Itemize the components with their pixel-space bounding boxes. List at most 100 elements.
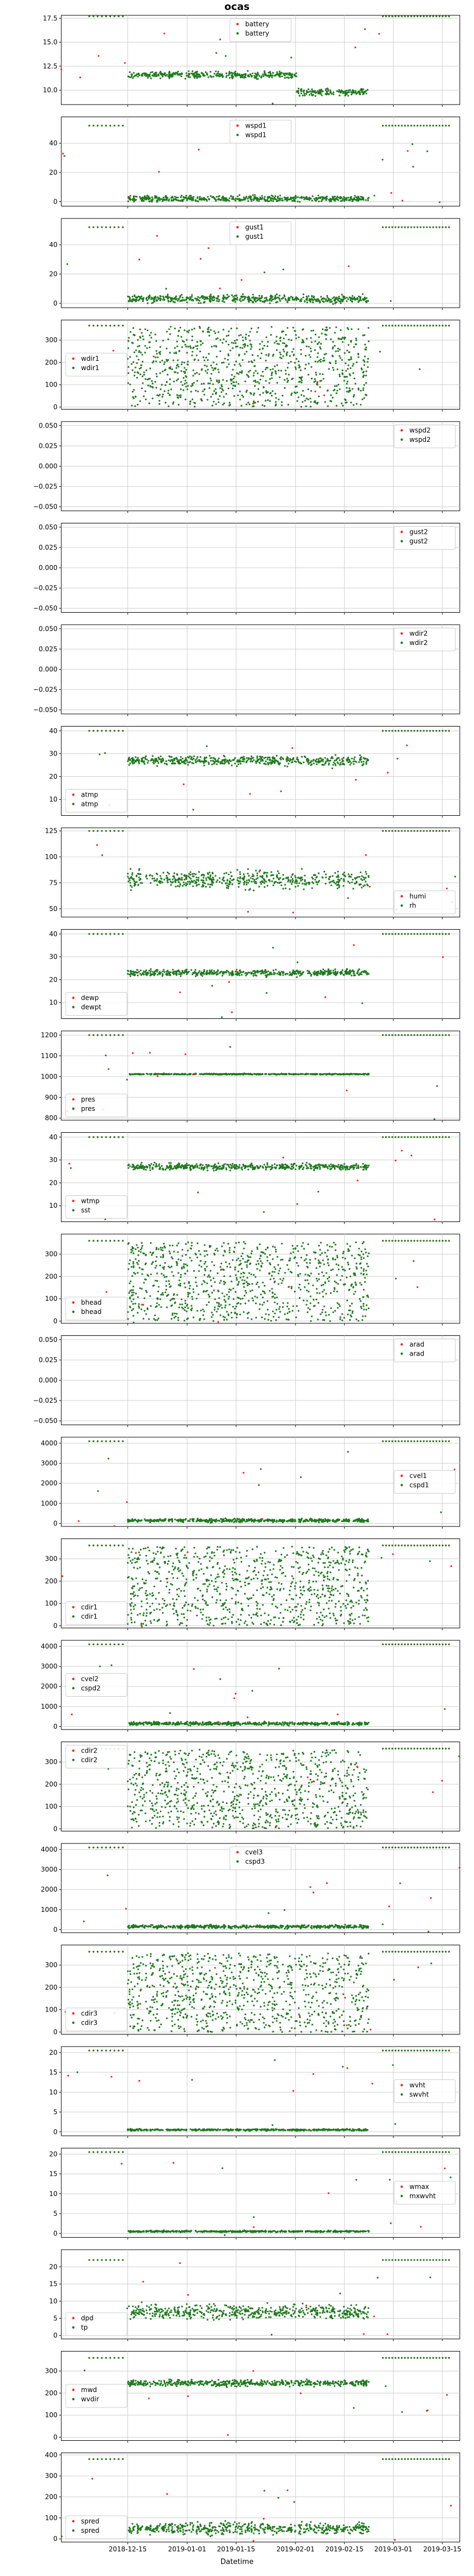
data-point — [407, 226, 409, 228]
data-point — [316, 402, 319, 405]
data-point — [328, 361, 331, 364]
data-point — [161, 973, 164, 976]
data-point — [279, 199, 281, 201]
data-point — [250, 759, 252, 761]
data-point — [193, 327, 195, 330]
data-point — [332, 93, 334, 95]
data-point — [348, 344, 350, 346]
data-point — [271, 76, 273, 78]
data-point — [397, 15, 400, 18]
data-point — [300, 756, 303, 758]
y-tick-label: 0.025 — [39, 645, 57, 653]
data-point — [313, 874, 315, 876]
y-tick-label: 10.0 — [43, 87, 57, 94]
data-point — [226, 74, 228, 77]
data-point — [231, 74, 233, 77]
data-point — [202, 972, 204, 975]
data-point — [240, 756, 242, 759]
data-point — [299, 878, 302, 880]
data-point — [423, 1034, 425, 1036]
data-point — [200, 383, 203, 385]
data-point — [310, 350, 313, 353]
data-point — [281, 197, 283, 200]
data-point — [169, 394, 171, 396]
data-point — [236, 759, 239, 762]
data-point — [138, 345, 141, 347]
data-point — [363, 334, 366, 336]
data-point — [329, 301, 331, 303]
data-point — [290, 296, 292, 298]
data-point — [413, 933, 415, 935]
y-tick-label: 40 — [49, 727, 57, 735]
data-point — [354, 974, 356, 976]
data-point — [183, 883, 186, 886]
data-point — [262, 971, 264, 973]
data-point — [101, 1034, 103, 1036]
data-point — [435, 1034, 437, 1036]
data-point — [334, 302, 336, 304]
data-point — [209, 296, 211, 298]
data-point — [291, 350, 293, 353]
data-point — [279, 194, 281, 197]
data-point — [363, 878, 366, 880]
data-point — [133, 885, 136, 887]
data-point — [257, 78, 259, 80]
data-point — [435, 730, 437, 732]
data-point — [66, 263, 68, 265]
data-point — [286, 327, 289, 329]
data-point — [326, 970, 328, 972]
data-point — [279, 762, 281, 764]
data-point — [358, 968, 360, 970]
data-point — [351, 388, 354, 390]
data-point — [282, 888, 284, 890]
data-point — [325, 338, 327, 340]
data-point — [212, 877, 215, 879]
data-point — [339, 762, 342, 764]
data-point — [148, 297, 150, 299]
data-point — [93, 325, 95, 327]
data-point — [385, 830, 387, 832]
data-point — [347, 95, 349, 97]
data-point — [257, 73, 259, 76]
data-point — [232, 384, 234, 387]
data-point — [257, 355, 259, 357]
data-point — [320, 361, 322, 363]
data-point — [172, 972, 174, 974]
data-point — [181, 73, 183, 76]
data-point — [347, 298, 349, 300]
data-point — [285, 333, 287, 336]
data-point — [152, 755, 154, 757]
data-point — [413, 730, 415, 732]
data-point — [239, 877, 241, 879]
data-point — [294, 200, 296, 203]
data-point — [207, 877, 210, 879]
data-point — [356, 972, 358, 975]
data-point — [154, 195, 156, 197]
data-point — [259, 343, 261, 345]
data-point — [105, 124, 107, 127]
data-point — [140, 969, 142, 972]
data-point — [401, 199, 403, 201]
data-point — [255, 762, 257, 764]
data-point — [216, 380, 218, 383]
data-point — [263, 886, 266, 888]
data-point — [221, 384, 223, 386]
data-point — [394, 226, 397, 228]
data-point — [206, 331, 209, 333]
data-point — [143, 371, 145, 373]
data-point — [193, 873, 195, 875]
y-tick-label: 12.5 — [43, 62, 57, 70]
data-point — [331, 93, 333, 95]
data-point — [279, 339, 281, 342]
data-point — [327, 299, 330, 301]
data-point — [248, 880, 251, 882]
data-point — [296, 400, 298, 402]
data-point — [302, 390, 304, 392]
data-point — [234, 384, 236, 387]
data-point — [326, 90, 328, 93]
data-point — [438, 124, 441, 127]
data-point — [128, 758, 130, 761]
y-tick-label: 0.050 — [39, 523, 57, 531]
data-point — [184, 757, 187, 759]
data-point — [332, 369, 334, 371]
